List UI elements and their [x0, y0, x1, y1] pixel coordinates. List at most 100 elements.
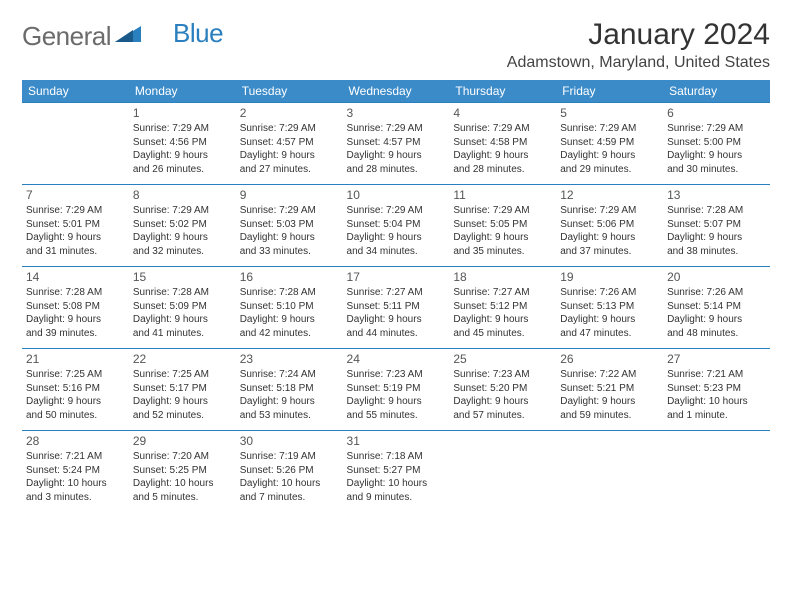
daylight-line: Daylight: 9 hours	[133, 313, 232, 327]
daylight-line: Daylight: 9 hours	[560, 313, 659, 327]
calendar-week-row: 28Sunrise: 7:21 AMSunset: 5:24 PMDayligh…	[22, 431, 770, 513]
calendar-day-cell: 1Sunrise: 7:29 AMSunset: 4:56 PMDaylight…	[129, 103, 236, 185]
day-number: 10	[347, 187, 446, 203]
day-number: 4	[453, 105, 552, 121]
calendar-day-cell: 30Sunrise: 7:19 AMSunset: 5:26 PMDayligh…	[236, 431, 343, 513]
calendar-day-cell: 9Sunrise: 7:29 AMSunset: 5:03 PMDaylight…	[236, 185, 343, 267]
sunset-line: Sunset: 5:07 PM	[667, 218, 766, 232]
daylight-line: and 28 minutes.	[347, 163, 446, 177]
sunset-line: Sunset: 5:24 PM	[26, 464, 125, 478]
sunrise-line: Sunrise: 7:21 AM	[667, 368, 766, 382]
day-number: 21	[26, 351, 125, 367]
day-number: 25	[453, 351, 552, 367]
sunrise-line: Sunrise: 7:24 AM	[240, 368, 339, 382]
sunset-line: Sunset: 4:57 PM	[240, 136, 339, 150]
location-label: Adamstown, Maryland, United States	[507, 54, 770, 72]
calendar-empty-cell	[22, 103, 129, 185]
logo-word-blue: Blue	[173, 18, 223, 49]
calendar-day-cell: 7Sunrise: 7:29 AMSunset: 5:01 PMDaylight…	[22, 185, 129, 267]
daylight-line: Daylight: 9 hours	[347, 231, 446, 245]
sunset-line: Sunset: 5:00 PM	[667, 136, 766, 150]
sunset-line: Sunset: 4:57 PM	[347, 136, 446, 150]
calendar-day-cell: 10Sunrise: 7:29 AMSunset: 5:04 PMDayligh…	[343, 185, 450, 267]
sunrise-line: Sunrise: 7:29 AM	[667, 122, 766, 136]
daylight-line: and 7 minutes.	[240, 491, 339, 505]
sunrise-line: Sunrise: 7:28 AM	[133, 286, 232, 300]
calendar-day-cell: 22Sunrise: 7:25 AMSunset: 5:17 PMDayligh…	[129, 349, 236, 431]
calendar-day-cell: 2Sunrise: 7:29 AMSunset: 4:57 PMDaylight…	[236, 103, 343, 185]
sunset-line: Sunset: 5:08 PM	[26, 300, 125, 314]
sunrise-line: Sunrise: 7:23 AM	[453, 368, 552, 382]
day-number: 1	[133, 105, 232, 121]
sunset-line: Sunset: 5:01 PM	[26, 218, 125, 232]
daylight-line: and 45 minutes.	[453, 327, 552, 341]
daylight-line: and 5 minutes.	[133, 491, 232, 505]
sunset-line: Sunset: 5:09 PM	[133, 300, 232, 314]
sunrise-line: Sunrise: 7:29 AM	[240, 204, 339, 218]
daylight-line: Daylight: 9 hours	[240, 231, 339, 245]
calendar-day-cell: 29Sunrise: 7:20 AMSunset: 5:25 PMDayligh…	[129, 431, 236, 513]
sunrise-line: Sunrise: 7:29 AM	[240, 122, 339, 136]
sunrise-line: Sunrise: 7:22 AM	[560, 368, 659, 382]
day-number: 6	[667, 105, 766, 121]
title-block: January 2024 Adamstown, Maryland, United…	[507, 18, 770, 72]
calendar-day-cell: 17Sunrise: 7:27 AMSunset: 5:11 PMDayligh…	[343, 267, 450, 349]
day-number: 8	[133, 187, 232, 203]
daylight-line: and 52 minutes.	[133, 409, 232, 423]
calendar-empty-cell	[556, 431, 663, 513]
daylight-line: and 30 minutes.	[667, 163, 766, 177]
day-number: 22	[133, 351, 232, 367]
daylight-line: and 29 minutes.	[560, 163, 659, 177]
daylight-line: Daylight: 9 hours	[560, 149, 659, 163]
sunset-line: Sunset: 5:19 PM	[347, 382, 446, 396]
logo: General Blue	[22, 18, 223, 55]
sunrise-line: Sunrise: 7:25 AM	[26, 368, 125, 382]
day-number: 15	[133, 269, 232, 285]
sunrise-line: Sunrise: 7:18 AM	[347, 450, 446, 464]
daylight-line: and 33 minutes.	[240, 245, 339, 259]
calendar-day-cell: 27Sunrise: 7:21 AMSunset: 5:23 PMDayligh…	[663, 349, 770, 431]
sunrise-line: Sunrise: 7:29 AM	[347, 122, 446, 136]
calendar-day-cell: 19Sunrise: 7:26 AMSunset: 5:13 PMDayligh…	[556, 267, 663, 349]
day-number: 31	[347, 433, 446, 449]
day-header: Thursday	[449, 80, 556, 103]
sunset-line: Sunset: 5:20 PM	[453, 382, 552, 396]
sunrise-line: Sunrise: 7:26 AM	[560, 286, 659, 300]
daylight-line: and 26 minutes.	[133, 163, 232, 177]
sunrise-line: Sunrise: 7:29 AM	[453, 204, 552, 218]
daylight-line: and 39 minutes.	[26, 327, 125, 341]
day-number: 28	[26, 433, 125, 449]
calendar-header-row: SundayMondayTuesdayWednesdayThursdayFrid…	[22, 80, 770, 103]
daylight-line: and 44 minutes.	[347, 327, 446, 341]
sunrise-line: Sunrise: 7:29 AM	[560, 204, 659, 218]
day-number: 14	[26, 269, 125, 285]
month-title: January 2024	[507, 18, 770, 52]
day-number: 24	[347, 351, 446, 367]
daylight-line: and 28 minutes.	[453, 163, 552, 177]
sunrise-line: Sunrise: 7:25 AM	[133, 368, 232, 382]
sunset-line: Sunset: 5:14 PM	[667, 300, 766, 314]
daylight-line: and 48 minutes.	[667, 327, 766, 341]
sunset-line: Sunset: 5:27 PM	[347, 464, 446, 478]
daylight-line: and 3 minutes.	[26, 491, 125, 505]
calendar-day-cell: 8Sunrise: 7:29 AMSunset: 5:02 PMDaylight…	[129, 185, 236, 267]
daylight-line: and 57 minutes.	[453, 409, 552, 423]
daylight-line: Daylight: 9 hours	[133, 231, 232, 245]
calendar-day-cell: 6Sunrise: 7:29 AMSunset: 5:00 PMDaylight…	[663, 103, 770, 185]
daylight-line: and 42 minutes.	[240, 327, 339, 341]
daylight-line: and 38 minutes.	[667, 245, 766, 259]
daylight-line: Daylight: 9 hours	[133, 395, 232, 409]
sunrise-line: Sunrise: 7:23 AM	[347, 368, 446, 382]
calendar-day-cell: 11Sunrise: 7:29 AMSunset: 5:05 PMDayligh…	[449, 185, 556, 267]
sunset-line: Sunset: 5:12 PM	[453, 300, 552, 314]
sunset-line: Sunset: 5:16 PM	[26, 382, 125, 396]
daylight-line: Daylight: 9 hours	[453, 149, 552, 163]
day-number: 5	[560, 105, 659, 121]
daylight-line: Daylight: 9 hours	[667, 313, 766, 327]
calendar-day-cell: 3Sunrise: 7:29 AMSunset: 4:57 PMDaylight…	[343, 103, 450, 185]
calendar-day-cell: 5Sunrise: 7:29 AMSunset: 4:59 PMDaylight…	[556, 103, 663, 185]
day-number: 3	[347, 105, 446, 121]
daylight-line: and 55 minutes.	[347, 409, 446, 423]
calendar-day-cell: 18Sunrise: 7:27 AMSunset: 5:12 PMDayligh…	[449, 267, 556, 349]
day-number: 17	[347, 269, 446, 285]
